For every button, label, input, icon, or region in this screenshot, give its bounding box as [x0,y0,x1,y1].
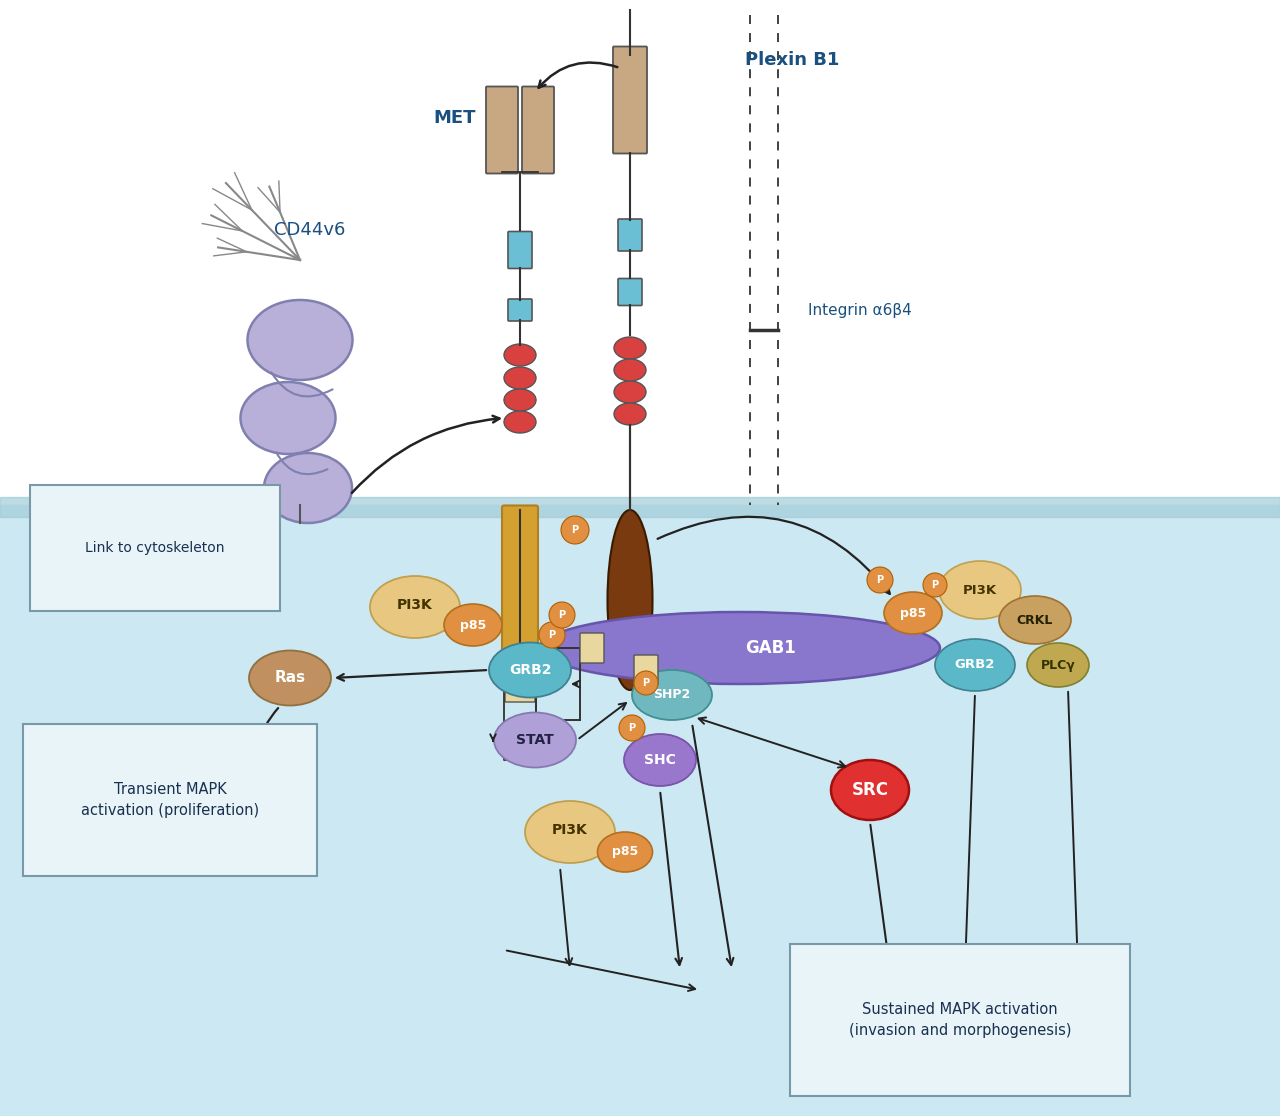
FancyBboxPatch shape [618,219,643,251]
Text: MET: MET [434,109,476,127]
Text: p85: p85 [460,618,486,632]
Circle shape [634,671,658,695]
Ellipse shape [625,734,696,786]
Text: P: P [628,723,636,733]
Text: PI3K: PI3K [397,598,433,612]
Text: SHC: SHC [644,753,676,767]
Ellipse shape [525,801,614,863]
Ellipse shape [632,670,712,720]
Text: GAB1: GAB1 [745,639,795,657]
Text: P: P [643,679,649,687]
FancyBboxPatch shape [486,87,518,173]
Text: p85: p85 [900,606,927,619]
Ellipse shape [489,643,571,698]
Text: CRKL: CRKL [1016,614,1053,626]
Text: Plexin B1: Plexin B1 [745,51,840,69]
Text: P: P [571,525,579,535]
Bar [0,506,1280,1116]
Ellipse shape [504,411,536,433]
FancyBboxPatch shape [580,633,604,663]
Ellipse shape [614,403,646,425]
Ellipse shape [598,833,653,872]
Text: STAT: STAT [516,733,554,747]
Ellipse shape [540,612,940,684]
Ellipse shape [1027,643,1089,687]
Circle shape [561,516,589,543]
Bar [0,497,1280,517]
Ellipse shape [884,591,942,634]
FancyBboxPatch shape [618,279,643,306]
Ellipse shape [614,381,646,403]
Text: P: P [932,580,938,590]
Ellipse shape [614,359,646,381]
Text: GRB2: GRB2 [508,663,552,677]
FancyBboxPatch shape [613,47,646,154]
Ellipse shape [494,712,576,768]
Text: CD44v6: CD44v6 [274,221,346,239]
FancyBboxPatch shape [634,655,658,685]
Circle shape [539,622,564,648]
Text: P: P [877,575,883,585]
Ellipse shape [504,344,536,366]
Circle shape [549,602,575,628]
FancyBboxPatch shape [522,87,554,173]
Text: PI3K: PI3K [963,584,997,596]
Ellipse shape [504,367,536,389]
Ellipse shape [250,651,332,705]
Ellipse shape [504,389,536,411]
Ellipse shape [608,510,653,690]
Ellipse shape [614,337,646,359]
Text: SRC: SRC [851,781,888,799]
FancyBboxPatch shape [508,299,532,321]
Text: P: P [558,610,566,620]
FancyBboxPatch shape [502,506,538,664]
Bar [0,0,1280,506]
Ellipse shape [940,561,1021,619]
Text: Link to cytoskeleton: Link to cytoskeleton [86,541,225,555]
Ellipse shape [241,382,335,454]
FancyBboxPatch shape [506,686,535,702]
Text: P: P [548,631,556,639]
Text: PLCγ: PLCγ [1041,658,1075,672]
FancyBboxPatch shape [506,662,535,682]
Circle shape [923,573,947,597]
Text: Link to cytoskeleton: Link to cytoskeleton [86,541,225,555]
Text: SHP2: SHP2 [653,689,691,702]
Text: Integrin α6β4: Integrin α6β4 [808,302,911,317]
Ellipse shape [370,576,460,638]
Circle shape [620,715,645,741]
Ellipse shape [264,453,352,523]
Text: Sustained MAPK activation
(invasion and morphogenesis): Sustained MAPK activation (invasion and … [849,1002,1071,1038]
Ellipse shape [444,604,502,646]
Ellipse shape [998,596,1071,644]
Circle shape [867,567,893,593]
Ellipse shape [934,639,1015,691]
FancyBboxPatch shape [508,231,532,269]
Ellipse shape [831,760,909,820]
Ellipse shape [247,300,352,381]
Text: GRB2: GRB2 [955,658,995,672]
Text: Transient MAPK
activation (proliferation): Transient MAPK activation (proliferation… [81,782,259,818]
Text: Ras: Ras [274,671,306,685]
Text: p85: p85 [612,846,639,858]
Text: PI3K: PI3K [552,822,588,837]
